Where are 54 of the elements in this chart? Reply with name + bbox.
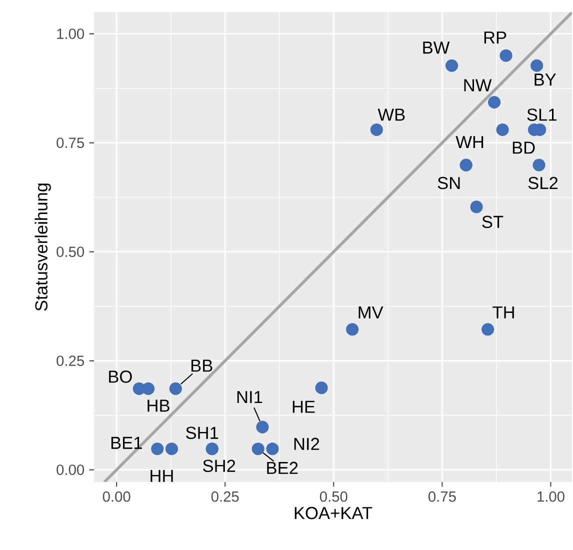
point: [315, 382, 328, 394]
annotation: BY: [534, 74, 556, 86]
y-axis-title: Statusverleihung: [34, 184, 51, 311]
annotation: ST: [482, 216, 504, 228]
annotation: SL1: [527, 108, 556, 121]
annotation: NI1: [237, 391, 262, 404]
x-tick-label: 0.75: [428, 491, 456, 502]
point: [142, 382, 155, 395]
y-tick-label: 0.75: [56, 138, 84, 148]
point: [169, 382, 182, 395]
y-tick-label: 0.00: [56, 464, 84, 475]
x-tick-label: 0.25: [211, 491, 239, 502]
annotation: HE: [292, 400, 315, 413]
point: [530, 59, 544, 72]
y-tick-label: 0.25: [56, 356, 84, 366]
point: [488, 96, 501, 109]
annotation: RP: [484, 32, 506, 44]
y-tick-label: 1.00: [57, 28, 84, 39]
point: [445, 59, 458, 72]
annotation: NI2: [294, 438, 320, 450]
annotation: TH: [492, 306, 514, 318]
x-tick-label: 1.00: [538, 491, 564, 502]
point: [496, 123, 509, 136]
point: [532, 158, 546, 172]
annotation: SH2: [203, 460, 236, 472]
annotation: SH1: [186, 426, 218, 439]
point: [266, 442, 279, 456]
annotation: BB: [191, 360, 212, 372]
x-tick-label: 0.00: [102, 491, 130, 502]
annotation: BW: [423, 42, 450, 54]
point: [470, 200, 483, 214]
annotation: WB: [378, 108, 405, 121]
x-axis-title: KOA+KAT: [294, 506, 372, 520]
annotation: BE2: [267, 462, 298, 474]
x-tick-label: 0.50: [320, 491, 348, 502]
annotation: BE1: [111, 436, 142, 449]
point: [256, 420, 269, 434]
point: [346, 323, 359, 336]
point: [165, 442, 178, 456]
point: [500, 49, 512, 62]
annotation: NW: [464, 79, 492, 92]
point: [151, 442, 164, 456]
annotation: MV: [358, 306, 384, 318]
point: [252, 442, 264, 456]
annotation: WH: [456, 136, 484, 148]
annotation: SN: [438, 176, 460, 190]
annotation: SL2: [528, 176, 558, 190]
annotation: HB: [148, 400, 170, 412]
point: [482, 323, 494, 336]
annotation: BD: [512, 142, 535, 154]
y-tick-label: 0.50: [56, 246, 84, 257]
annotation: BO: [109, 370, 132, 383]
point: [370, 123, 383, 136]
annotation: HH: [150, 470, 173, 482]
